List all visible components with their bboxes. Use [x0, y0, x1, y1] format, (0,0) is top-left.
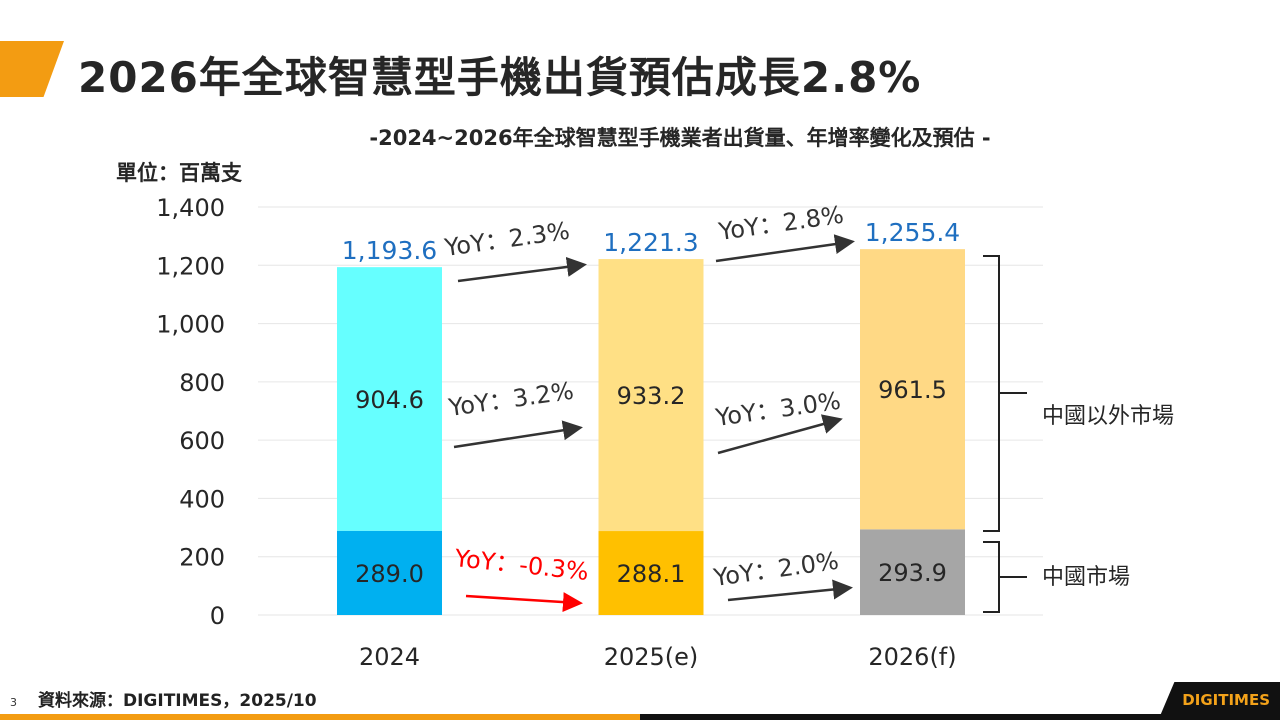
y-tick-label: 1,000	[156, 311, 225, 339]
footer-black-strip	[640, 714, 1280, 720]
bar-outside-china-market	[337, 267, 442, 531]
data-label-outside-china: 961.5	[878, 376, 947, 404]
y-tick-label: 200	[179, 544, 225, 572]
y-axis-unit: 單位：百萬支	[116, 161, 242, 185]
data-label-outside-china: 904.6	[355, 386, 424, 414]
data-label-total: 1,221.3	[603, 228, 698, 257]
data-label-china: 289.0	[355, 560, 424, 588]
yoy-label: YoY：2.0%	[711, 547, 840, 592]
bar-china-market	[860, 529, 965, 615]
yoy-label: YoY：3.2%	[446, 377, 575, 422]
y-tick-label: 400	[179, 485, 225, 513]
page-title: 2026年全球智慧型手機出貨預估成長2.8%	[78, 53, 922, 102]
footer-orange-strip	[0, 714, 640, 720]
data-label-outside-china: 933.2	[617, 382, 686, 410]
data-label-china: 293.9	[878, 559, 947, 587]
y-tick-label: 1,200	[156, 252, 225, 280]
bar-outside-china-market	[598, 259, 704, 532]
yoy-arrow	[453, 420, 583, 449]
legend-label-outside-china: 中國以外市場	[1042, 404, 1174, 429]
y-tick-label: 800	[179, 369, 225, 397]
bar-outside-china-market	[860, 249, 965, 530]
bar-china-market	[337, 530, 442, 615]
yoy-arrow	[465, 592, 583, 613]
data-label-china: 288.1	[617, 560, 686, 588]
legend-label-china: 中國市場	[1042, 565, 1130, 590]
y-tick-label: 0	[210, 602, 225, 630]
digitimes-logo: DIGITIMES	[1160, 682, 1280, 716]
data-label-total: 1,193.6	[342, 236, 437, 265]
yoy-arrow	[715, 234, 855, 263]
page-number: 3	[10, 696, 17, 709]
bracket-china	[983, 541, 1000, 613]
chart-title: -2024~2026年全球智慧型手機業者出貨量、年增率變化及預估 -	[369, 126, 991, 150]
source-note: 資料來源：DIGITIMES，2025/10	[38, 691, 317, 711]
yoy-arrow	[717, 414, 843, 455]
yoy-arrow	[457, 257, 587, 283]
yoy-arrow	[727, 579, 853, 602]
x-tick-label: 2026(f)	[868, 643, 956, 671]
bar-china-market	[598, 531, 704, 615]
yoy-label: YoY：2.3%	[442, 217, 571, 262]
yoy-label: YoY：2.8%	[716, 201, 845, 246]
y-tick-label: 600	[179, 427, 225, 455]
bracket-outside-china	[983, 255, 1000, 532]
x-tick-label: 2024	[359, 643, 420, 671]
x-tick-label: 2025(e)	[604, 643, 699, 671]
data-label-total: 1,255.4	[865, 218, 960, 247]
y-tick-label: 1,400	[156, 194, 225, 222]
yoy-label: YoY：-0.3%	[452, 544, 590, 586]
